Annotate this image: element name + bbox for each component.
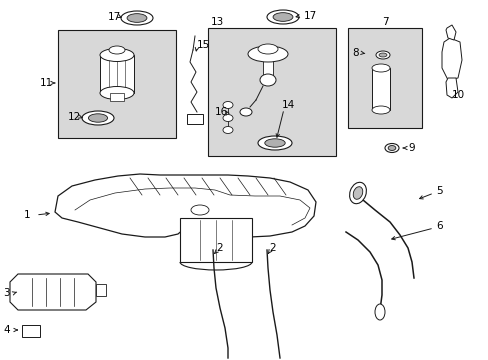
- Ellipse shape: [264, 139, 285, 147]
- Ellipse shape: [352, 187, 362, 199]
- Text: 12: 12: [68, 112, 81, 122]
- Text: 1: 1: [24, 210, 31, 220]
- PathPatch shape: [55, 174, 315, 237]
- Ellipse shape: [88, 114, 107, 122]
- Text: 14: 14: [282, 100, 295, 110]
- Text: 6: 6: [435, 221, 442, 231]
- Text: 11: 11: [40, 78, 53, 88]
- Ellipse shape: [223, 102, 232, 108]
- Text: 3: 3: [3, 288, 10, 298]
- Text: 4: 4: [3, 325, 10, 335]
- Text: 17: 17: [304, 11, 317, 21]
- Text: 16: 16: [215, 107, 228, 117]
- Ellipse shape: [378, 53, 386, 57]
- Text: 9: 9: [407, 143, 414, 153]
- Ellipse shape: [82, 111, 114, 125]
- Ellipse shape: [223, 114, 232, 122]
- Ellipse shape: [371, 106, 389, 114]
- Ellipse shape: [247, 46, 287, 62]
- Polygon shape: [10, 274, 96, 310]
- Bar: [186, 114, 203, 124]
- Bar: [22, 325, 40, 337]
- Text: 8: 8: [351, 48, 358, 58]
- Ellipse shape: [127, 14, 146, 22]
- Bar: [207, 28, 335, 156]
- Ellipse shape: [258, 136, 291, 150]
- Ellipse shape: [384, 144, 398, 153]
- Ellipse shape: [240, 108, 251, 116]
- Text: 10: 10: [451, 90, 464, 100]
- Ellipse shape: [266, 10, 298, 24]
- Polygon shape: [445, 78, 457, 98]
- Text: 15: 15: [197, 40, 210, 50]
- Bar: [180, 218, 251, 262]
- Bar: [100, 55, 134, 93]
- Polygon shape: [445, 25, 455, 40]
- Ellipse shape: [121, 11, 153, 25]
- Ellipse shape: [349, 182, 366, 204]
- Text: 2: 2: [216, 243, 222, 253]
- Bar: [263, 54, 272, 76]
- Ellipse shape: [375, 51, 389, 59]
- Ellipse shape: [100, 49, 134, 62]
- Bar: [347, 28, 421, 128]
- Text: 13: 13: [210, 17, 224, 27]
- Text: 7: 7: [381, 17, 388, 27]
- Ellipse shape: [109, 46, 125, 54]
- Ellipse shape: [387, 145, 395, 150]
- Ellipse shape: [223, 126, 232, 134]
- Ellipse shape: [371, 64, 389, 72]
- Ellipse shape: [100, 86, 134, 99]
- Bar: [58, 30, 176, 138]
- Text: 17: 17: [108, 12, 121, 22]
- Ellipse shape: [374, 304, 384, 320]
- Bar: [110, 93, 124, 101]
- Text: 5: 5: [435, 186, 442, 196]
- Bar: [96, 284, 106, 296]
- Polygon shape: [441, 38, 461, 80]
- Ellipse shape: [272, 13, 292, 21]
- Ellipse shape: [260, 74, 275, 86]
- Ellipse shape: [191, 205, 208, 215]
- Text: 2: 2: [268, 243, 275, 253]
- Ellipse shape: [258, 44, 278, 54]
- Bar: [371, 68, 389, 110]
